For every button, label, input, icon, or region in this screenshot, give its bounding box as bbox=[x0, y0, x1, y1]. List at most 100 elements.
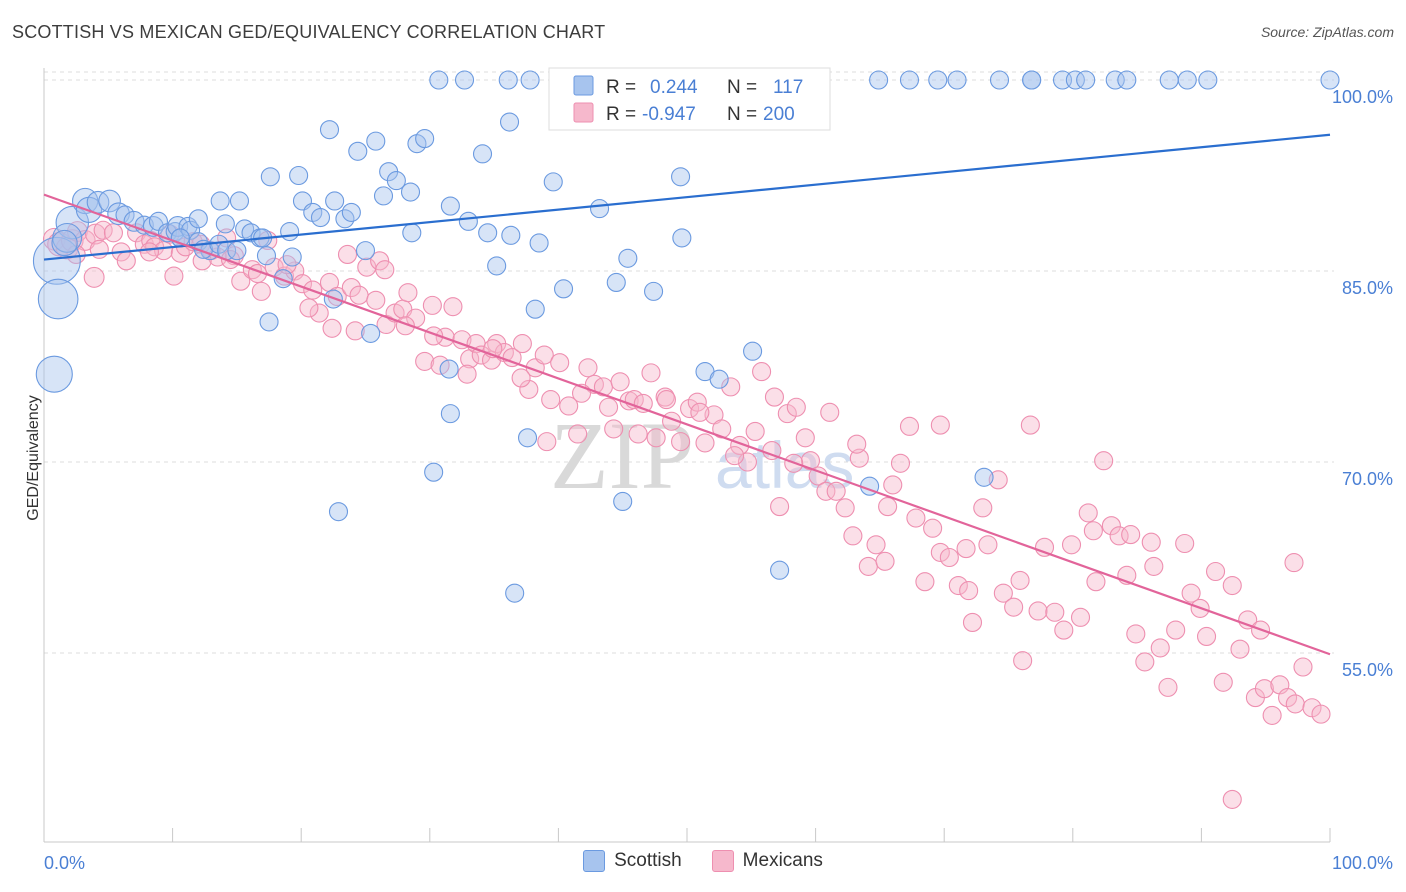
mexicans-point bbox=[1285, 694, 1305, 714]
scottish-point bbox=[1320, 70, 1340, 90]
mexicans-point bbox=[1262, 705, 1282, 725]
scottish-point bbox=[210, 191, 230, 211]
scottish-point bbox=[402, 223, 422, 243]
scottish-point bbox=[989, 70, 1010, 90]
scottish-point bbox=[458, 211, 478, 231]
y-tick-label: 100.0% bbox=[1332, 87, 1393, 107]
mexicans-point bbox=[875, 551, 895, 571]
mexicans-point bbox=[604, 419, 624, 439]
scottish-point bbox=[181, 220, 201, 240]
scottish-n-label: N = bbox=[727, 77, 757, 98]
scottish-point bbox=[280, 221, 300, 242]
legend-item-mexicans[interactable]: Mexicans bbox=[711, 850, 823, 872]
mexicans-point bbox=[337, 244, 358, 264]
mexicans-point bbox=[341, 278, 361, 298]
mexicans-n-value: 200 bbox=[763, 104, 795, 125]
mexicans-point bbox=[1013, 651, 1033, 671]
mexicans-point bbox=[251, 281, 271, 301]
scottish-point bbox=[355, 241, 376, 261]
mexicans-point bbox=[512, 334, 532, 354]
mexicans-point bbox=[1278, 688, 1298, 708]
scottish-trend-line bbox=[43, 133, 1331, 261]
mexicans-point bbox=[370, 251, 390, 271]
scottish-point bbox=[505, 583, 525, 603]
scottish-point bbox=[770, 560, 790, 580]
mexicans-point bbox=[375, 260, 395, 280]
mexicans-point bbox=[690, 402, 710, 422]
mexicans-point bbox=[628, 424, 648, 444]
mexicans-point bbox=[309, 303, 329, 323]
mexicans-point bbox=[1230, 639, 1250, 659]
scottish-point bbox=[672, 228, 692, 248]
stats-legend: R = 0.244 N = 117 R = -0.947 N = 200 bbox=[548, 67, 831, 131]
legend-swatch-scottish bbox=[583, 850, 606, 872]
scottish-point bbox=[543, 172, 563, 192]
mexicans-point bbox=[816, 481, 836, 501]
mexicans-point bbox=[866, 535, 886, 555]
mexicans-point bbox=[83, 266, 105, 288]
scottish-point bbox=[366, 131, 386, 151]
scottish-point bbox=[1065, 70, 1085, 90]
mexicans-point bbox=[1061, 535, 1082, 555]
mexicans-point bbox=[1144, 556, 1164, 576]
mexicans-point bbox=[883, 475, 903, 495]
mexicans-point bbox=[820, 402, 840, 422]
scottish-point bbox=[361, 323, 381, 343]
mexicans-point bbox=[1222, 575, 1242, 596]
mexicans-point bbox=[103, 223, 123, 243]
scottish-point bbox=[499, 112, 520, 132]
legend-swatch-mexicans bbox=[711, 850, 734, 872]
legend-item-scottish[interactable]: Scottish bbox=[583, 850, 682, 872]
mexicans-point bbox=[808, 466, 828, 486]
scottish-point bbox=[439, 359, 459, 379]
mexicans-point bbox=[721, 377, 741, 397]
mexicans-point bbox=[1150, 638, 1170, 658]
scottish-point bbox=[310, 207, 331, 228]
mexicans-point bbox=[1101, 516, 1121, 536]
mexicans-point bbox=[725, 446, 745, 466]
scottish-point bbox=[478, 223, 498, 243]
mexicans-point bbox=[550, 353, 570, 373]
watermark: ZIP atlas bbox=[550, 402, 854, 509]
mexicans-point bbox=[1222, 789, 1242, 809]
mexicans-point bbox=[258, 230, 278, 250]
mexicans-point bbox=[978, 535, 998, 555]
scottish-point bbox=[241, 223, 261, 243]
scottish-point bbox=[215, 214, 235, 234]
scottish-point bbox=[529, 233, 549, 253]
mexicans-point bbox=[939, 547, 959, 568]
scottish-point bbox=[188, 209, 208, 229]
scottish-point bbox=[1117, 70, 1137, 90]
mexicans-point bbox=[349, 285, 369, 305]
mexicans-point bbox=[231, 271, 251, 291]
scottish-point bbox=[553, 279, 574, 299]
mexicans-point bbox=[962, 612, 983, 632]
mexicans-point bbox=[899, 416, 920, 436]
mexicans-point bbox=[847, 434, 867, 454]
mexicans-point bbox=[646, 428, 666, 448]
grid bbox=[44, 71, 1334, 654]
scottish-r-value: 0.244 bbox=[650, 77, 698, 98]
mexicans-point bbox=[973, 498, 993, 518]
mexicans-point bbox=[988, 470, 1008, 490]
mexicans-trend-line bbox=[43, 193, 1331, 656]
scottish-point bbox=[386, 171, 406, 191]
mexicans-point bbox=[956, 539, 976, 559]
mexicans-r-value: -0.947 bbox=[642, 104, 696, 125]
scottish-point bbox=[319, 120, 340, 140]
mexicans-point bbox=[1311, 704, 1331, 724]
mexicans-point bbox=[752, 362, 772, 382]
mexicans-point bbox=[1054, 620, 1074, 640]
mexicans-point bbox=[695, 433, 715, 453]
mexicans-point bbox=[599, 397, 619, 417]
scottish-point bbox=[501, 225, 521, 245]
x-tick-label-min: 0.0% bbox=[44, 853, 85, 873]
y-axis-label: GED/Equivalency bbox=[25, 395, 42, 520]
mexicans-point bbox=[1083, 521, 1103, 541]
mexicans-point bbox=[1010, 570, 1030, 590]
mexicans-point bbox=[154, 241, 174, 261]
mexicans-point bbox=[641, 363, 661, 383]
mexicans-point bbox=[537, 432, 557, 452]
scottish-point bbox=[498, 70, 518, 90]
